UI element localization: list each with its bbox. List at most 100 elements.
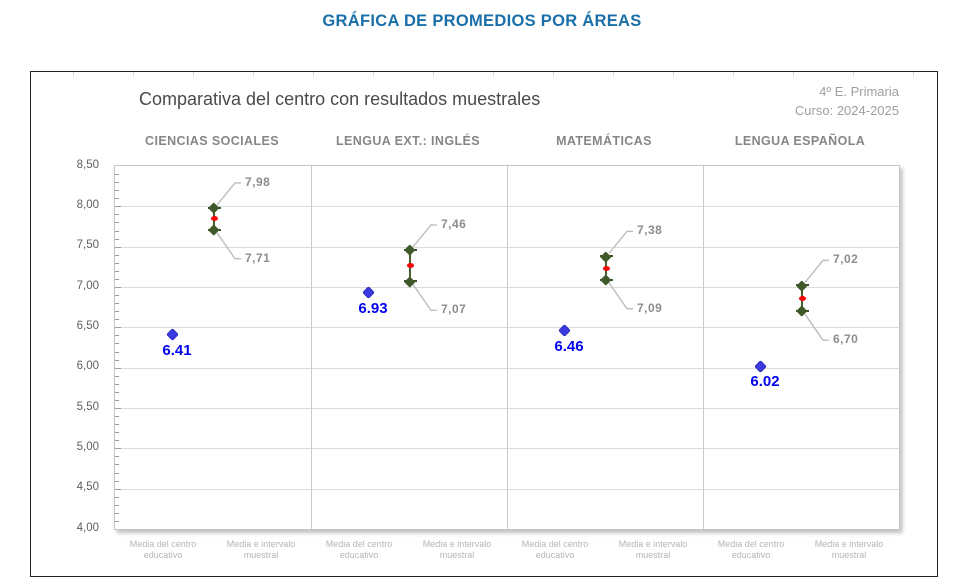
chart-board: Comparativa del centro con resultados mu… [30, 71, 938, 577]
grade-label: 4º E. Primaria [819, 84, 899, 99]
callout-line [412, 224, 437, 248]
y-tick-label: 6,50 [76, 319, 99, 332]
sample-mean-point [602, 265, 610, 271]
y-axis-tick [115, 367, 121, 369]
ruler-tick [433, 72, 434, 76]
ruler-tick [913, 72, 914, 76]
ruler-tick [853, 72, 854, 76]
y-axis-tick [115, 182, 119, 184]
y-axis-tick [115, 327, 121, 329]
x-category-label-line: Media del centro [521, 539, 589, 549]
y-axis-tick [115, 472, 119, 474]
area-header: CIENCIAS SOCIALES [145, 134, 279, 148]
x-category-label-line: Media e intervalo [618, 539, 688, 549]
y-tick-label: 4,50 [76, 481, 99, 494]
ruler-tick [793, 72, 794, 76]
interval-high-label: 7,98 [245, 174, 271, 189]
y-axis-tick [115, 391, 119, 393]
panel-separator [311, 166, 313, 529]
y-axis-tick [115, 198, 119, 200]
y-axis-tick [115, 351, 119, 353]
interval-endpoint-marker [208, 202, 220, 214]
y-axis-tick [115, 222, 119, 224]
y-axis-tick [115, 359, 119, 361]
interval-endpoint-marker [600, 274, 612, 286]
y-axis-tick [115, 343, 119, 345]
x-category-label-line: Media e intervalo [422, 539, 492, 549]
y-tick-label: 8,50 [76, 158, 99, 171]
y-axis-tick [115, 214, 119, 216]
x-category-label-line: muestral [243, 550, 279, 560]
area-header: LENGUA EXT.: INGLÉS [336, 134, 480, 148]
y-tick-label: 5,50 [76, 400, 99, 413]
ruler-tick [733, 72, 734, 76]
x-category-label: Media e intervalo muestral [402, 539, 512, 561]
center-mean-point [361, 286, 375, 300]
y-axis-tick [115, 287, 121, 288]
x-category-label: Media e intervalo muestral [206, 539, 316, 561]
callout-line [608, 230, 633, 254]
y-axis-tick [115, 399, 119, 401]
interval-endpoint-marker [796, 280, 808, 291]
interval-low-label: 7,71 [245, 250, 271, 265]
y-axis-tick [115, 254, 119, 256]
x-category-label-line: educativo [143, 550, 183, 560]
center-mean-label: 6.02 [750, 373, 780, 391]
center-mean-label: 6.41 [162, 341, 192, 359]
chart-meta: 4º E. Primaria Curso: 2024-2025 [795, 82, 899, 120]
x-category-label-line: muestral [635, 550, 671, 560]
y-tick-label: 5,00 [76, 440, 99, 453]
x-category-label-line: educativo [731, 550, 771, 560]
x-category-label-line: Media e intervalo [814, 539, 884, 549]
y-axis-tick [115, 262, 119, 264]
y-axis-tick [115, 311, 119, 313]
x-category-label-line: muestral [831, 550, 867, 560]
y-axis-tick [115, 432, 119, 434]
center-mean-point [753, 359, 767, 373]
interval-endpoint-marker [404, 276, 416, 287]
chart-title: Comparativa del centro con resultados mu… [139, 89, 541, 109]
interval-high-label: 7,38 [637, 223, 663, 238]
x-category-label: Media del centro educativo [108, 539, 218, 561]
plot-area: 6.41 7,98 7,71 6.93 7,46 7,07 6.46 7,38 7,09 6.02… [114, 165, 900, 530]
y-axis-tick [115, 440, 119, 442]
y-tick-label: 8,00 [76, 198, 99, 211]
y-axis-tick [115, 456, 119, 458]
x-category-label-line: Media del centro [325, 539, 393, 549]
y-axis-tick [115, 295, 119, 297]
center-mean-label: 6.93 [358, 299, 388, 317]
y-tick-label: 6,00 [76, 360, 99, 373]
sample-mean-point [406, 263, 414, 269]
interval-endpoint-marker [600, 251, 612, 262]
x-category-label-line: educativo [339, 550, 379, 560]
y-axis-tick [115, 335, 119, 337]
sample-mean-point [798, 295, 806, 301]
y-axis-tick [115, 520, 119, 522]
y-axis-tick [115, 230, 119, 232]
center-mean-point [557, 324, 571, 337]
y-axis-tick [115, 206, 121, 208]
area-header: MATEMÁTICAS [556, 134, 652, 148]
interval-endpoint-marker [208, 224, 220, 236]
ruler-tick [373, 72, 374, 76]
x-category-label-line: Media del centro [129, 539, 197, 549]
x-category-label-line: Media e intervalo [226, 539, 296, 549]
y-axis-tick [115, 448, 121, 450]
ruler-tick [253, 72, 254, 76]
ruler-tick [193, 72, 194, 76]
sample-mean-point [210, 216, 218, 222]
interval-low-label: 7,07 [441, 302, 467, 317]
y-axis-tick [115, 174, 119, 176]
y-axis-tick [115, 480, 119, 482]
y-axis-tick [115, 408, 121, 409]
x-category-label: Media del centro educativo [500, 539, 610, 561]
panel-separator [703, 166, 705, 529]
y-axis-tick [115, 319, 119, 321]
x-category-label: Media e intervalo muestral [794, 539, 904, 561]
y-axis-tick [115, 190, 119, 192]
y-axis-tick [115, 246, 121, 248]
y-axis-tick [115, 238, 119, 240]
ruler-tick [313, 72, 314, 76]
ruler-tick [73, 72, 74, 76]
ruler-tick [553, 72, 554, 76]
